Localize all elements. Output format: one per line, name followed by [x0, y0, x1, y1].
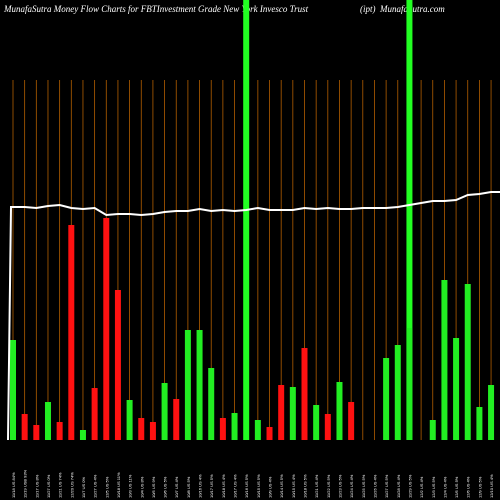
x-tick-label: 10/5 US 9%	[151, 476, 156, 498]
x-tick-label: 12/10 US 4%	[489, 474, 494, 498]
x-tick-label: 10/8 US 5%	[186, 476, 191, 498]
bar	[114, 290, 121, 440]
bar	[231, 413, 238, 440]
x-tick-label: 11/21 US 74%	[58, 472, 63, 498]
x-tick-label: 11/19 USB 93%	[23, 469, 28, 498]
x-tick-label: 10/9 US 4%	[268, 476, 273, 498]
x-tick-label: 10/15 US 5%	[256, 474, 261, 498]
title-fragment-main: MunafaSutra Money Flow Charts for FBTInv…	[4, 4, 309, 14]
title-fragment-symbol: (ipt)	[360, 4, 376, 14]
bar	[336, 382, 343, 440]
x-tick-label: 11/18 US 84%	[11, 472, 16, 498]
bar	[254, 420, 261, 440]
bar	[196, 330, 203, 440]
x-tick-label: 12/5 US 5%	[454, 476, 459, 498]
bar	[488, 385, 495, 440]
x-tick-label: 12/3 US 5%	[431, 476, 436, 498]
x-tick-label: 10/17 US 4%	[233, 474, 238, 498]
bar	[289, 387, 296, 440]
x-tick-label: 12/20 US 74%	[69, 472, 74, 498]
bar	[161, 383, 168, 440]
x-tick-label: 10/16 US 4%	[198, 474, 203, 498]
x-tick-label: 10/17 US 5%	[209, 474, 214, 498]
bar	[464, 284, 471, 440]
bar	[184, 330, 191, 440]
highlight-bar	[406, 0, 413, 440]
bar	[313, 405, 320, 440]
x-tick-label: 11/24 US 4%	[349, 474, 354, 498]
money-flow-line	[7, 191, 500, 441]
bar	[149, 422, 156, 440]
bar	[126, 400, 133, 440]
x-tick-label: 11/22 US 5%	[326, 474, 331, 498]
bar	[173, 399, 180, 440]
x-tick-label: 12/9 US 5%	[477, 476, 482, 498]
x-tick-label: 11/27 US 4%	[93, 474, 98, 498]
x-tick-label: 10/16 US 5%	[244, 474, 249, 498]
bar	[103, 218, 110, 440]
x-tick-label: 10/4 US 8%	[139, 476, 144, 498]
bar	[33, 425, 40, 440]
bar	[138, 418, 145, 440]
bar	[406, 328, 413, 440]
bar	[453, 338, 460, 440]
x-tick-label: 10/7 US 4%	[174, 476, 179, 498]
x-tick-label: 11/27 US 5%	[384, 474, 389, 498]
x-tick-label: 11/7 US 0%	[81, 477, 86, 498]
bar	[91, 388, 98, 440]
x-tick-label: 12/6 US 4%	[466, 476, 471, 498]
x-tick-label: 11/23 US 5%	[337, 474, 342, 498]
bar	[476, 407, 483, 440]
x-tick-label: 10/18 US 5%	[303, 474, 308, 498]
x-tick-label: 11/29 US 5%	[407, 474, 412, 498]
bar	[301, 348, 308, 440]
bar	[44, 402, 51, 440]
x-tick-label: 12/5 US 5%	[104, 476, 109, 498]
highlight-bar	[243, 0, 250, 440]
bar	[429, 420, 436, 440]
bar	[21, 414, 28, 440]
bar	[394, 345, 401, 440]
bar	[68, 225, 75, 440]
x-tick-label: 11/28 US 4%	[396, 474, 401, 498]
x-tick-label: 10/18 US 4%	[221, 474, 226, 498]
bar	[266, 427, 273, 440]
bar	[383, 358, 390, 440]
bar	[219, 418, 226, 440]
bar	[79, 430, 86, 440]
x-tick-label: 11/27 US 0%	[46, 474, 51, 498]
bar	[10, 340, 16, 440]
x-tick-label: 11/17 US 8%	[34, 474, 39, 498]
x-tick-label: 11/25 US 5%	[361, 474, 366, 498]
bar	[278, 385, 285, 440]
bar	[441, 280, 448, 440]
x-tick-label: 10/3 US 11%	[128, 474, 133, 498]
x-tick-label: 12/4 US 4%	[442, 476, 447, 498]
bar	[56, 422, 63, 440]
bar	[348, 402, 355, 440]
x-tick-label: 10/18 US 11%	[116, 472, 121, 498]
x-tick-label: 10/14 US 5%	[279, 474, 284, 498]
bar	[208, 368, 215, 440]
x-tick-label: 11/26 US 4%	[372, 474, 377, 498]
x-tick-label: 11/21 US 4%	[314, 474, 319, 498]
x-tick-label: 10/15 US 4%	[291, 474, 296, 498]
bar	[324, 414, 331, 440]
x-tick-label: 10/6 US 5%	[163, 476, 168, 498]
x-tick-label: 12/2 US 4%	[419, 476, 424, 498]
